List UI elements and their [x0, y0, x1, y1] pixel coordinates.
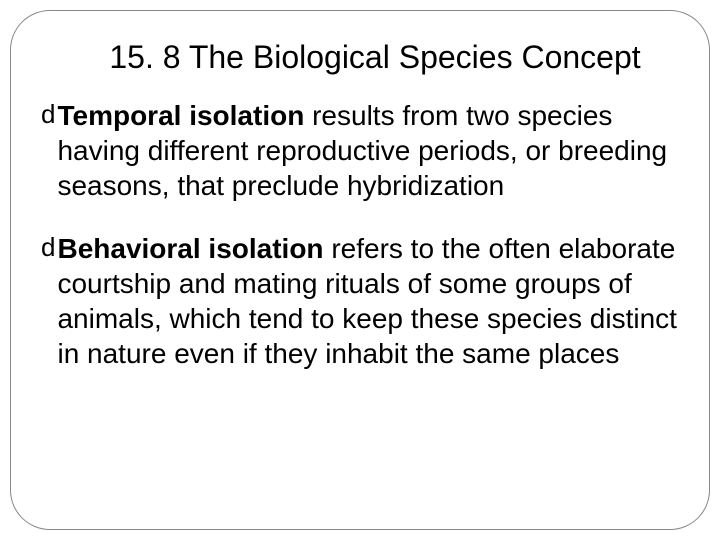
- slide-title: 15. 8 The Biological Species Concept: [41, 39, 679, 76]
- bullet-text: Behavioral isolation refers to the often…: [57, 231, 679, 371]
- bullet-text: Temporal isolation results from two spec…: [57, 98, 679, 203]
- bullet-item: d Behavioral isolation refers to the oft…: [41, 231, 679, 371]
- bullet-marker-icon: d: [41, 231, 55, 264]
- bullet-bold: Temporal isolation: [57, 100, 312, 131]
- bullet-marker-icon: d: [41, 98, 55, 131]
- slide-frame: 15. 8 The Biological Species Concept d T…: [10, 10, 710, 530]
- bullet-bold: Behavioral isolation: [57, 233, 331, 264]
- bullet-item: d Temporal isolation results from two sp…: [41, 98, 679, 203]
